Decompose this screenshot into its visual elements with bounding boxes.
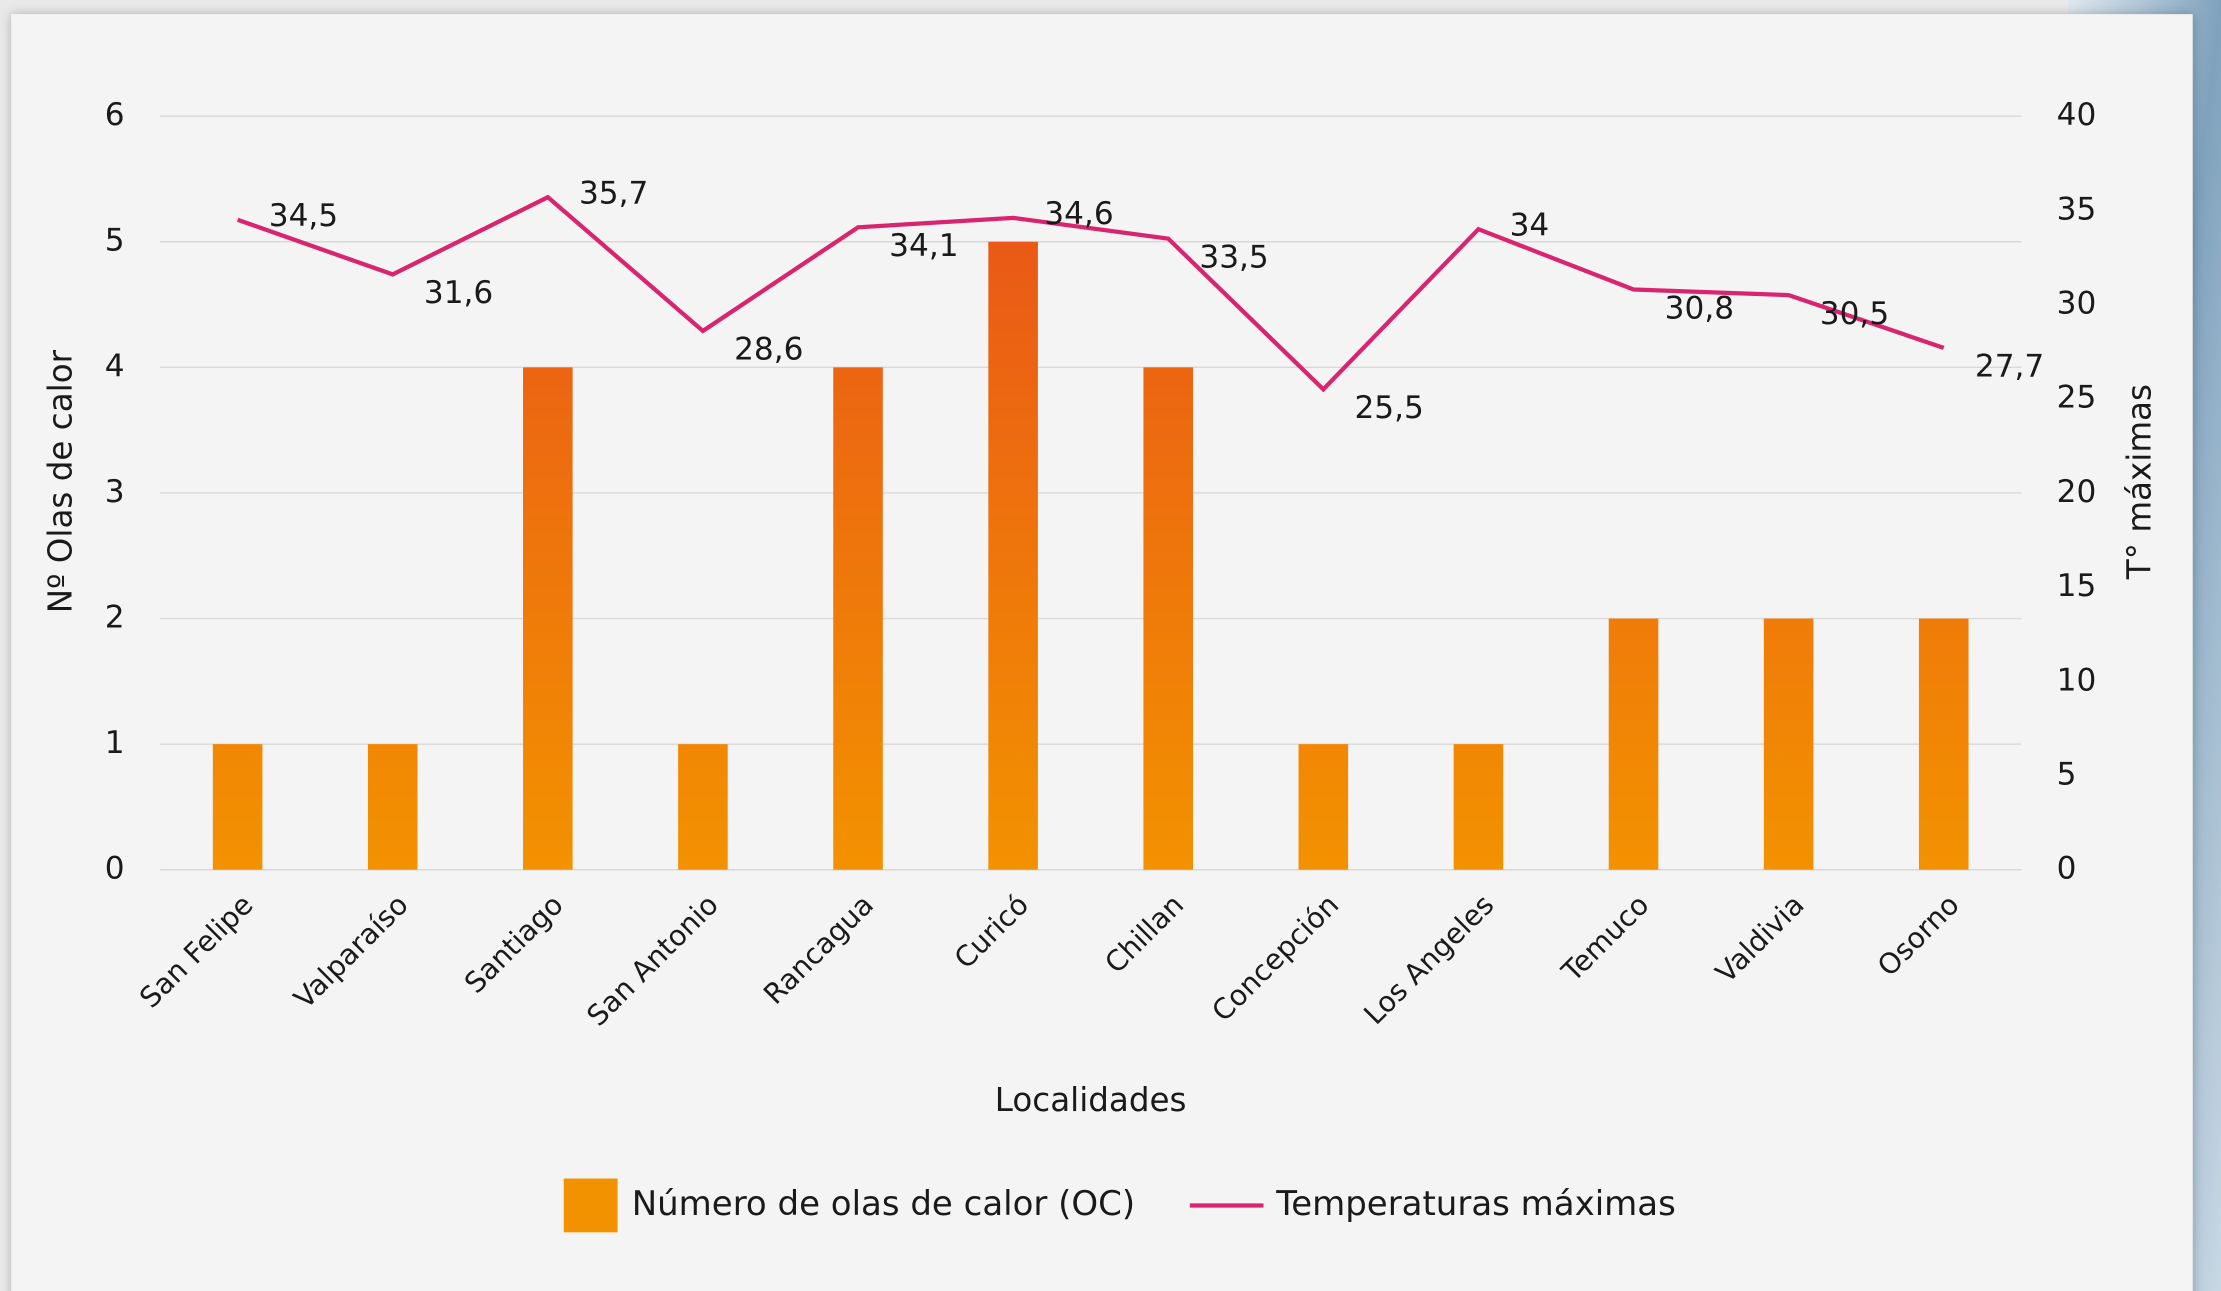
data-label: 34,1 (889, 228, 958, 264)
y2-tick-label: 25 (2057, 380, 2097, 416)
page: {"chart_data": {"type": "bar_line", "x_l… (0, 0, 2221, 1291)
bar (1143, 367, 1193, 869)
data-label: 27,7 (1975, 349, 2044, 385)
bar (523, 367, 573, 869)
y2-tick-label: 35 (2057, 191, 2097, 227)
y-tick-label: 5 (105, 223, 125, 259)
data-label: 28,6 (734, 332, 803, 368)
bar (1919, 619, 1969, 870)
bar (1764, 619, 1814, 870)
y-tick-label: 2 (105, 600, 125, 636)
y-tick-label: 0 (105, 851, 125, 887)
bar (1454, 744, 1504, 870)
bar (988, 242, 1038, 870)
y2-tick-label: 20 (2057, 474, 2097, 510)
data-label: 25,5 (1354, 390, 1423, 426)
y2-tick-label: 5 (2057, 757, 2077, 793)
legend-label: Temperaturas máximas (1275, 1184, 1676, 1224)
y2-axis-title: T° máximas (2121, 384, 2159, 580)
chart: 01234560510152025303540San FelipeValpara… (0, 0, 2221, 1291)
bar (1609, 619, 1659, 870)
y2-tick-label: 40 (2057, 97, 2097, 133)
y-tick-label: 6 (105, 97, 125, 133)
bar (678, 744, 728, 870)
bar (1299, 744, 1349, 870)
legend-label: Número de olas de calor (OC) (632, 1184, 1135, 1224)
y-tick-label: 3 (105, 474, 125, 510)
data-label: 30,8 (1665, 290, 1734, 326)
y2-tick-label: 10 (2057, 662, 2097, 698)
legend-swatch (564, 1179, 618, 1233)
x-axis-title: Localidades (995, 1081, 1187, 1119)
data-label: 31,6 (424, 275, 493, 311)
y2-tick-label: 15 (2057, 568, 2097, 604)
data-label: 34 (1510, 207, 1550, 243)
y2-tick-label: 0 (2057, 851, 2077, 887)
data-label: 34,6 (1044, 196, 1113, 232)
data-label: 34,5 (269, 198, 338, 234)
y2-tick-label: 30 (2057, 286, 2097, 322)
data-label: 35,7 (579, 175, 648, 211)
bar (368, 744, 418, 870)
bar (213, 744, 263, 870)
bar (833, 367, 883, 869)
y-tick-label: 4 (105, 348, 125, 384)
y-tick-label: 1 (105, 725, 125, 761)
data-label: 33,5 (1199, 239, 1268, 275)
y-axis-title: Nº Olas de calor (41, 349, 79, 613)
data-label: 30,5 (1820, 296, 1889, 332)
